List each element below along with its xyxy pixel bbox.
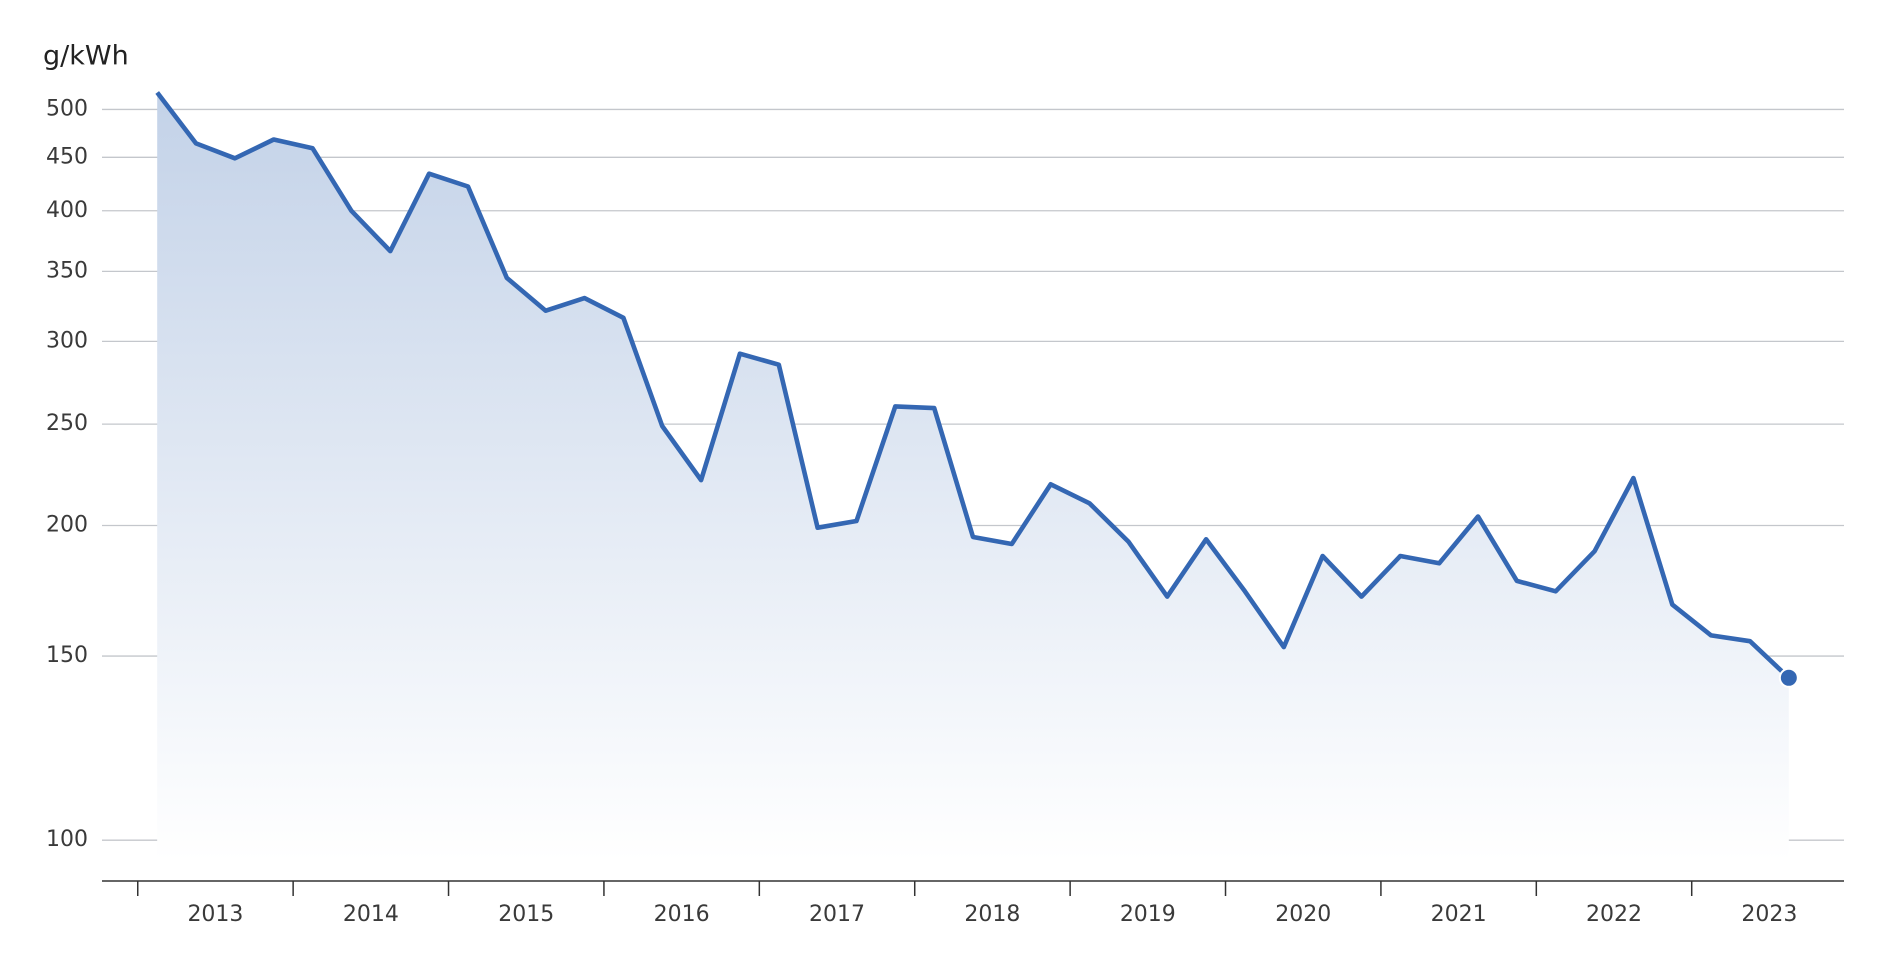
area bbox=[157, 92, 1789, 861]
y-tick-label: 150 bbox=[46, 643, 88, 668]
y-tick-label: 400 bbox=[46, 198, 88, 223]
x-tick-label: 2020 bbox=[1275, 902, 1331, 927]
y-tick-label: 100 bbox=[46, 827, 88, 852]
y-axis-label: g/kWh bbox=[43, 41, 129, 72]
y-tick-label: 350 bbox=[46, 258, 88, 283]
x-tick-label: 2013 bbox=[187, 902, 243, 927]
x-tick-label: 2022 bbox=[1586, 902, 1642, 927]
y-tick-label: 300 bbox=[46, 328, 88, 353]
x-tick-label: 2015 bbox=[498, 902, 554, 927]
y-tick-label: 450 bbox=[46, 144, 88, 169]
x-tick-label: 2019 bbox=[1120, 902, 1176, 927]
y-tick-label: 200 bbox=[46, 512, 88, 537]
x-tick-label: 2023 bbox=[1741, 902, 1797, 927]
end-point bbox=[1778, 667, 1799, 688]
x-tick-label: 2017 bbox=[809, 902, 865, 927]
y-tick-label: 250 bbox=[46, 411, 88, 436]
line bbox=[155, 91, 1791, 680]
x-tick-label: 2016 bbox=[654, 902, 710, 927]
x-tick-label: 2021 bbox=[1431, 902, 1487, 927]
y-tick-label: 500 bbox=[46, 96, 88, 121]
x-tick-label: 2014 bbox=[343, 902, 399, 927]
x-tick-label: 2018 bbox=[964, 902, 1020, 927]
